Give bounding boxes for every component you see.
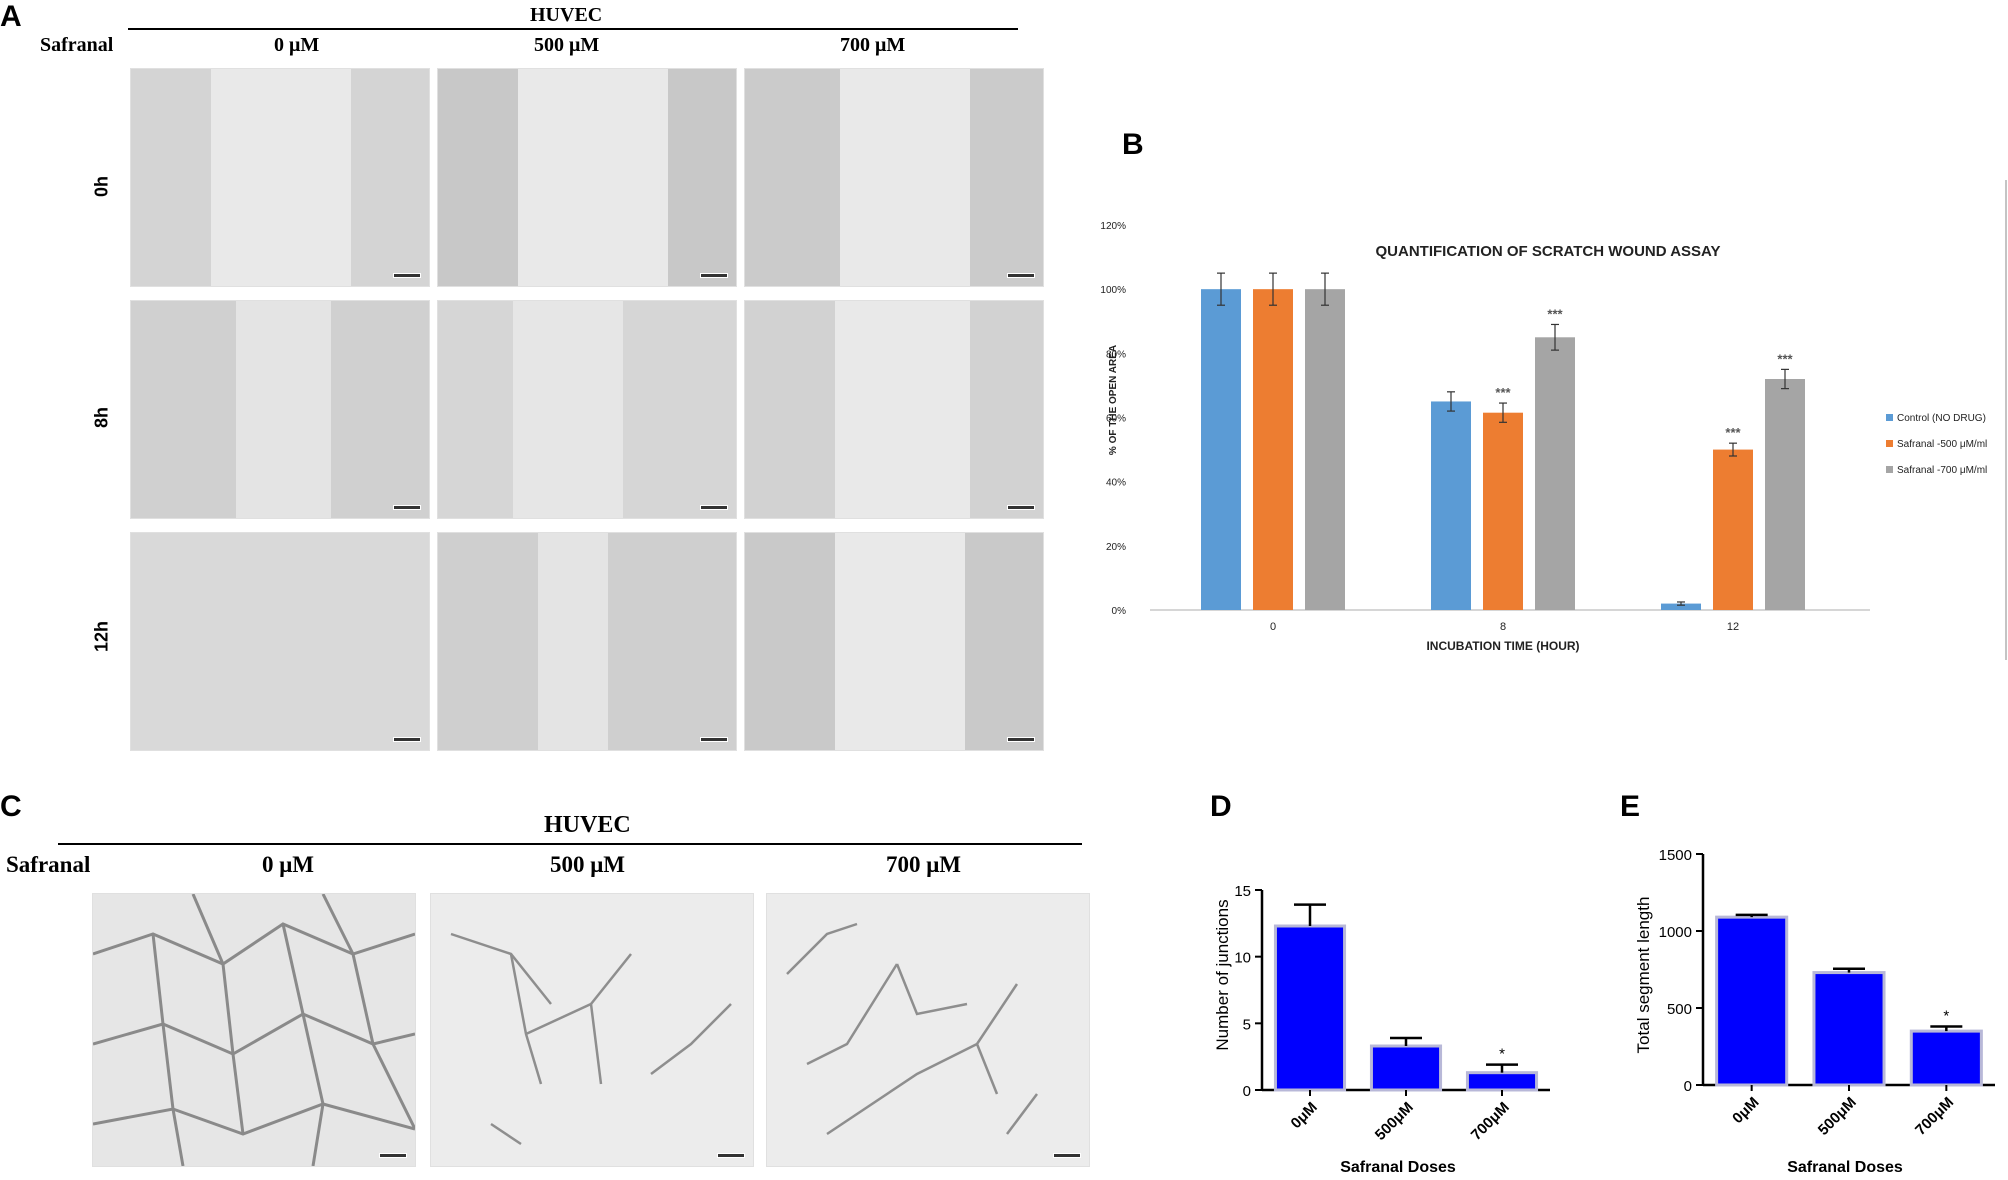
panel-d-significance: * <box>1499 1046 1505 1063</box>
panel-e-xtick-label: 0μM <box>1729 1094 1762 1127</box>
panel-d-xtick-label: 500μM <box>1372 1099 1417 1144</box>
micrograph-a-0h-700um <box>744 68 1044 287</box>
panel-e-bar <box>1715 915 1789 1087</box>
panel-a-header-rule <box>128 28 1018 30</box>
panel-d-bar <box>1465 1071 1539 1092</box>
panel-b-bar <box>1535 337 1575 610</box>
panel-e-chart: Total segment length Safranal Doses 0 500… <box>1634 847 1995 1176</box>
panel-b-bar <box>1661 603 1701 610</box>
panel-a-dose-0: 0 μM <box>274 34 320 56</box>
panel-d-chart: Number of junctions Safranal Doses 0 5 10 1… <box>1213 883 1550 1176</box>
panel-b-ytick-label: 40% <box>1106 478 1126 489</box>
panel-b-ytick-label: 100% <box>1100 285 1126 296</box>
micrograph-a-8h-0um <box>130 300 430 519</box>
panel-b-legend-label: Safranal -500 μM/ml <box>1897 439 1987 450</box>
panel-c-dose-700: 700 μM <box>886 852 961 877</box>
panel-c-letter: C <box>0 790 22 823</box>
panel-b-legend-swatch <box>1886 466 1893 473</box>
micrograph-a-8h-500um <box>437 300 737 519</box>
panel-b-significance: *** <box>1495 385 1511 400</box>
panel-d-ytick-label: 5 <box>1243 1016 1251 1033</box>
panel-b-significance: *** <box>1725 425 1741 440</box>
panel-d-xtick-label: 0μM <box>1288 1099 1321 1132</box>
panel-b-xtick-label: 12 <box>1727 621 1739 633</box>
panel-b-ylabel: % OF THE OPEN AREA <box>1108 345 1119 455</box>
panel-e-xtick-label: 500μM <box>1815 1094 1860 1139</box>
panel-d-ylabel: Number of junctions <box>1213 899 1232 1050</box>
micrograph-a-12h-700um <box>744 532 1044 751</box>
micrograph-c-700um <box>766 893 1090 1167</box>
panel-c-treatment-label: Safranal <box>6 852 91 877</box>
panel-e-xlabel: Safranal Doses <box>1787 1159 1903 1176</box>
panel-a-cell-line: HUVEC <box>530 4 603 26</box>
panel-b-chart: QUANTIFICATION OF SCRATCH WOUND ASSAY % … <box>1100 180 2007 660</box>
panel-b-bar <box>1201 289 1241 610</box>
panel-b-ytick-label: 120% <box>1100 221 1126 232</box>
panel-b-title: QUANTIFICATION OF SCRATCH WOUND ASSAY <box>1376 243 1721 260</box>
panel-b-legend-swatch <box>1886 440 1893 447</box>
panel-c-header-rule <box>58 843 1082 845</box>
panel-e-bar <box>1909 1029 1983 1087</box>
panel-d-xlabel: Safranal Doses <box>1340 1159 1456 1176</box>
panel-e-bar <box>1812 971 1886 1087</box>
micrograph-a-8h-700um <box>744 300 1044 519</box>
panel-d-ytick-label: 10 <box>1234 950 1251 967</box>
panel-b-ytick-label: 0% <box>1112 606 1127 617</box>
micrograph-a-12h-0um <box>130 532 430 751</box>
panel-b-significance: *** <box>1547 306 1563 321</box>
panel-b-xlabel: INCUBATION TIME (HOUR) <box>1426 639 1579 653</box>
panel-b-legend-label: Control (NO DRUG) <box>1897 413 1986 424</box>
panel-b-letter: B <box>1122 128 1144 161</box>
panel-b-bar <box>1431 401 1471 610</box>
panel-e-ylabel: Total segment length <box>1634 897 1653 1054</box>
panel-b-bar <box>1253 289 1293 610</box>
panel-b-significance: *** <box>1777 351 1793 366</box>
panel-a-time-12h: 12h <box>91 620 112 653</box>
panel-b-legend-swatch <box>1886 414 1893 421</box>
micrograph-a-12h-500um <box>437 532 737 751</box>
panel-a-time-0h: 0h <box>91 176 112 198</box>
panel-e-ytick-label: 500 <box>1667 1001 1692 1018</box>
panel-d-bar <box>1369 1044 1443 1092</box>
micrograph-c-0um <box>92 893 416 1167</box>
panel-d-letter: D <box>1210 790 1232 823</box>
panel-b-bar <box>1713 449 1753 610</box>
panel-e-letter: E <box>1620 790 1641 823</box>
panel-e-significance: * <box>1943 1007 1949 1024</box>
panel-b-ytick-label: 20% <box>1106 542 1126 553</box>
panel-b-bar <box>1483 412 1523 610</box>
panel-c-dose-500: 500 μM <box>550 852 625 877</box>
panel-b-bar <box>1765 379 1805 610</box>
panel-c-dose-0: 0 μM <box>262 852 314 877</box>
panel-e-ytick-label: 1000 <box>1659 924 1692 941</box>
panel-a-dose-700: 700 μM <box>840 34 906 56</box>
panel-b-legend-label: Safranal -700 μM/ml <box>1897 465 1987 476</box>
panel-a-treatment-label: Safranal <box>40 34 114 56</box>
panel-d-xtick-label: 700μM <box>1468 1099 1513 1144</box>
panel-b-xtick-label: 0 <box>1270 621 1276 633</box>
panel-d-bar <box>1273 924 1347 1092</box>
panel-b-bar <box>1305 289 1345 610</box>
panel-b-ytick-label: 80% <box>1106 349 1126 360</box>
panel-b-ytick-label: 60% <box>1106 414 1126 425</box>
panel-e-ytick-label: 1500 <box>1659 847 1692 864</box>
panel-c-cell-line: HUVEC <box>544 812 631 838</box>
micrograph-a-0h-0um <box>130 68 430 287</box>
panel-a-dose-500: 500 μM <box>534 34 600 56</box>
panel-e-xtick-label: 700μM <box>1912 1094 1957 1139</box>
micrograph-a-0h-500um <box>437 68 737 287</box>
panel-e-ytick-label: 0 <box>1684 1078 1692 1095</box>
panel-b-xtick-label: 8 <box>1500 621 1506 633</box>
panel-a-time-8h: 8h <box>91 407 112 429</box>
panel-a-letter: A <box>0 0 22 33</box>
panel-d-ytick-label: 0 <box>1243 1083 1251 1100</box>
panel-d-ytick-label: 15 <box>1234 883 1251 900</box>
micrograph-c-500um <box>430 893 754 1167</box>
